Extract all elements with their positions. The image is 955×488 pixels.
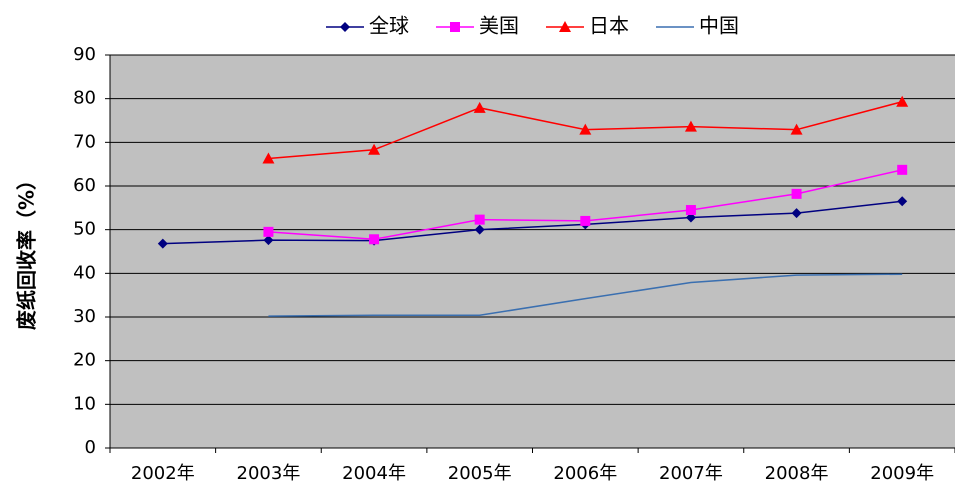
marker: [263, 226, 274, 237]
marker: [897, 196, 908, 207]
plot-area: [110, 55, 955, 448]
x-tick-label: 2009年: [870, 463, 934, 484]
series-line: [268, 273, 903, 317]
marker: [685, 205, 696, 216]
marker: [897, 164, 908, 175]
marker: [473, 101, 486, 113]
y-tick-label: 0: [85, 437, 96, 458]
marker: [790, 123, 803, 135]
x-tick-label: 2005年: [448, 463, 512, 484]
marker: [791, 208, 802, 219]
marker: [340, 22, 350, 32]
x-tick-label: 2004年: [342, 463, 406, 484]
marker: [157, 238, 168, 249]
y-tick-label: 50: [73, 219, 96, 240]
marker: [896, 95, 909, 107]
legend-label: 全球: [369, 14, 409, 38]
marker: [368, 143, 381, 155]
y-tick-label: 30: [73, 306, 96, 327]
marker: [684, 120, 697, 132]
marker: [580, 215, 591, 226]
y-tick-label: 10: [73, 393, 96, 414]
marker: [474, 224, 485, 235]
legend-label: 美国: [479, 14, 519, 38]
y-tick-label: 90: [73, 44, 96, 65]
legend-label: 日本: [589, 14, 629, 38]
x-tick-label: 2007年: [659, 463, 723, 484]
marker: [579, 123, 592, 135]
marker: [791, 188, 802, 199]
x-tick-label: 2008年: [765, 463, 829, 484]
y-tick-label: 20: [73, 350, 96, 371]
x-tick-label: 2003年: [237, 463, 301, 484]
x-tick-label: 2002年: [131, 463, 195, 484]
series-line: [162, 200, 903, 245]
marker: [369, 234, 380, 245]
marker: [559, 21, 571, 32]
marker: [450, 22, 460, 32]
y-tick-label: 40: [73, 262, 96, 283]
legend-label: 中国: [699, 14, 739, 38]
y-tick-label: 70: [73, 131, 96, 152]
marker: [474, 214, 485, 225]
marker: [262, 152, 275, 164]
x-tick-label: 2006年: [553, 463, 617, 484]
y-axis-label: 废纸回收率（%）: [15, 170, 39, 330]
y-tick-label: 80: [73, 88, 96, 109]
y-tick-label: 60: [73, 175, 96, 196]
marker: [263, 235, 274, 246]
